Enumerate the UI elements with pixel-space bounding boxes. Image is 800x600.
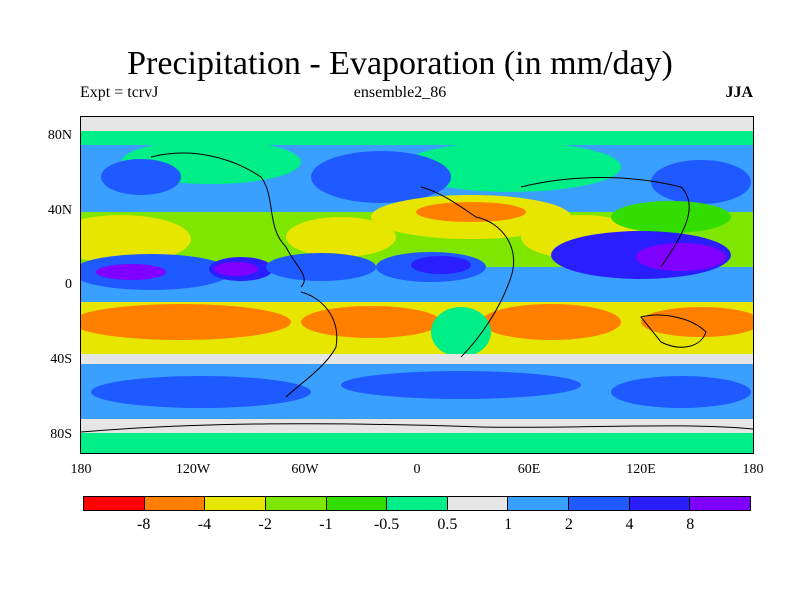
colorbar-label: -1 [319,516,333,533]
ensemble-label: ensemble2_86 [353,84,447,101]
colorbar-label: -2 [258,516,272,533]
colorbar-swatch [690,497,751,510]
lon-tick-label: 120W [175,462,211,477]
colorbar-swatch [629,497,691,510]
colorbar-swatch [387,497,448,510]
lon-tick-label: 120E [626,462,656,477]
colorbar-label: 8 [686,516,695,533]
colorbar-swatch [508,497,570,510]
lat-tick-label: 0 [65,277,72,292]
colorbar-swatch [144,497,206,510]
colorbar-swatch [326,497,388,510]
precipitation-map [81,117,753,453]
colorbar-label: -8 [137,516,151,533]
colorbar-label: 0.5 [437,516,458,533]
lon-tick-label: 180 [742,462,764,477]
lon-tick-label: 180 [70,462,92,477]
lon-tick-label: 60E [517,462,541,477]
colorbar-label: -4 [197,516,212,533]
colorbar [83,496,751,511]
lat-tick-label: 40S [50,352,72,367]
colorbar-label: 2 [564,516,573,533]
lat-tick-label: 80N [47,128,72,143]
lat-tick-label: 80S [50,427,72,442]
colorbar-label: 1 [504,516,513,533]
map-title: Precipitation - Evaporation (in mm/day) [127,45,673,82]
colorbar-swatch [205,497,266,510]
colorbar-swatch [447,497,509,510]
lon-tick-label: 0 [413,462,421,477]
season-label: JJA [725,84,753,101]
experiment-label: Expt = tcrvJ [80,84,159,101]
colorbar-label: -0.5 [373,516,400,533]
lon-tick-label: 60W [291,462,319,477]
colorbar-label: 4 [625,516,634,533]
colorbar-swatch [569,497,630,510]
colorbar-swatch [84,497,145,510]
colorbar-swatch [265,497,327,510]
lat-tick-label: 40N [47,203,72,218]
